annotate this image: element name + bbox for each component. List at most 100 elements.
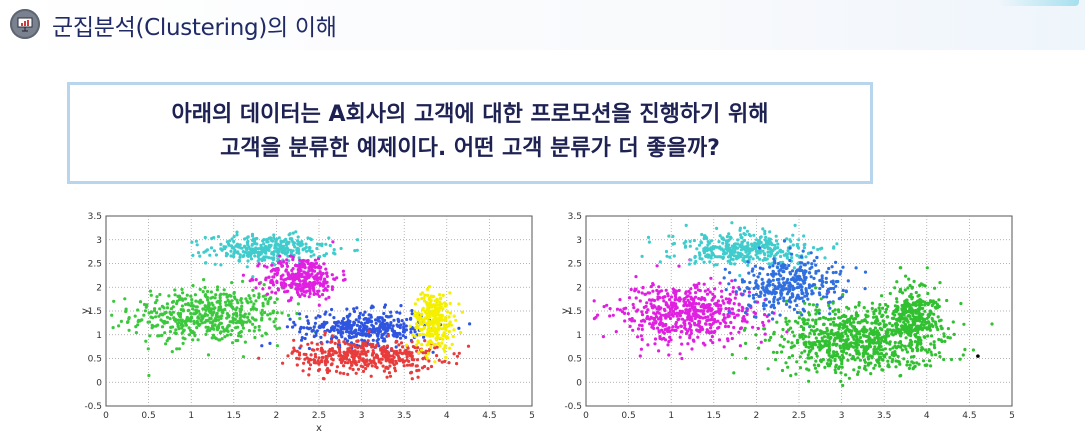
scatter-point [332, 327, 336, 331]
scatter-point [218, 296, 222, 300]
scatter-point [312, 334, 316, 339]
scatter-point [704, 322, 708, 326]
scatter-point [795, 244, 800, 248]
scatter-point [382, 369, 386, 373]
scatter-point [713, 245, 717, 249]
scatter-point [402, 325, 406, 329]
scatter-point [297, 357, 301, 361]
scatter-point [810, 262, 814, 266]
scatter-point [388, 323, 393, 327]
scatter-point [807, 335, 811, 339]
scatter-point [335, 328, 340, 332]
scatter-point [413, 310, 417, 314]
scatter-point [826, 301, 831, 305]
scatter-point [752, 273, 756, 277]
scatter-point [676, 325, 680, 329]
scatter-point [203, 314, 207, 318]
scatter-point [200, 300, 205, 304]
scatter-point [909, 317, 913, 321]
scatter-point [325, 368, 329, 372]
scatter-point [219, 263, 223, 267]
scatter-point [860, 340, 864, 344]
scatter-point [772, 330, 776, 334]
scatter-point [872, 341, 876, 345]
scatter-point [693, 316, 697, 321]
scatter-point [792, 266, 796, 270]
scatter-point [282, 278, 286, 282]
scatter-point [181, 291, 185, 295]
scatter-point [433, 316, 437, 321]
scatter-point [928, 299, 933, 303]
scatter-point [251, 288, 255, 292]
scatter-point [268, 236, 273, 240]
scatter-point [436, 313, 440, 317]
scatter-point [782, 270, 786, 274]
scatter-point [744, 255, 748, 259]
scatter-point [771, 317, 775, 321]
scatter-point [729, 320, 733, 325]
scatter-point [923, 300, 927, 304]
scatter-point [921, 359, 926, 363]
scatter-point [190, 301, 194, 305]
scatter-point [840, 332, 844, 336]
scatter-point [392, 355, 396, 359]
scatter-point [268, 312, 272, 316]
scatter-point [802, 246, 806, 250]
scatter-point [919, 348, 923, 352]
scatter-point [764, 235, 768, 239]
scatter-point [767, 262, 771, 266]
scatter-point [289, 296, 293, 300]
scatter-point [688, 327, 692, 331]
scatter-point [766, 367, 770, 371]
scatter-point [307, 360, 311, 364]
question-line-1: 아래의 데이터는 A회사의 고객에 대한 프로모션을 진행하기 위해 [171, 102, 769, 127]
scatter-point [732, 250, 736, 254]
scatter-point [147, 320, 152, 324]
scatter-point [751, 325, 755, 329]
y-tick-label: 2.5 [88, 260, 102, 270]
scatter-point [323, 277, 327, 281]
scatter-point [447, 322, 451, 326]
scatter-point [769, 305, 773, 309]
scatter-point [811, 246, 816, 250]
scatter-point [736, 251, 740, 255]
scatter-point [243, 245, 247, 249]
scatter-point [596, 313, 600, 317]
scatter-point [254, 307, 259, 312]
scatter-point [317, 294, 321, 298]
scatter-point [910, 349, 914, 353]
scatter-point [692, 238, 696, 243]
scatter-point [808, 331, 812, 335]
scatter-point [829, 286, 833, 291]
scatter-point [891, 357, 895, 362]
scatter-point [694, 295, 698, 299]
scatter-point [241, 321, 245, 325]
scatter-point [177, 313, 181, 317]
scatter-point [761, 282, 765, 286]
scatter-point [427, 285, 432, 289]
scatter-point [173, 293, 177, 297]
scatter-point [723, 324, 728, 329]
scatter-point [773, 243, 777, 247]
scatter-point [913, 319, 918, 323]
scatter-point [181, 324, 185, 328]
scatter-point [186, 302, 190, 306]
scatter-point [399, 323, 403, 327]
scatter-point [225, 333, 229, 337]
scatter-point [787, 263, 791, 268]
x-tick-label: 4.5 [482, 411, 496, 421]
scatter-point [148, 289, 153, 293]
scatter-point [678, 314, 682, 318]
scatter-point [407, 350, 411, 354]
scatter-point [319, 335, 323, 339]
scatter-point [910, 303, 915, 307]
scatter-point [840, 365, 844, 369]
scatter-point [696, 308, 700, 313]
scatter-point [701, 316, 705, 320]
scatter-point [365, 328, 369, 332]
scatter-point [296, 302, 300, 306]
scatter-point [812, 363, 816, 367]
scatter-point [771, 249, 775, 253]
scatter-point [886, 363, 890, 367]
scatter-point [155, 298, 159, 302]
